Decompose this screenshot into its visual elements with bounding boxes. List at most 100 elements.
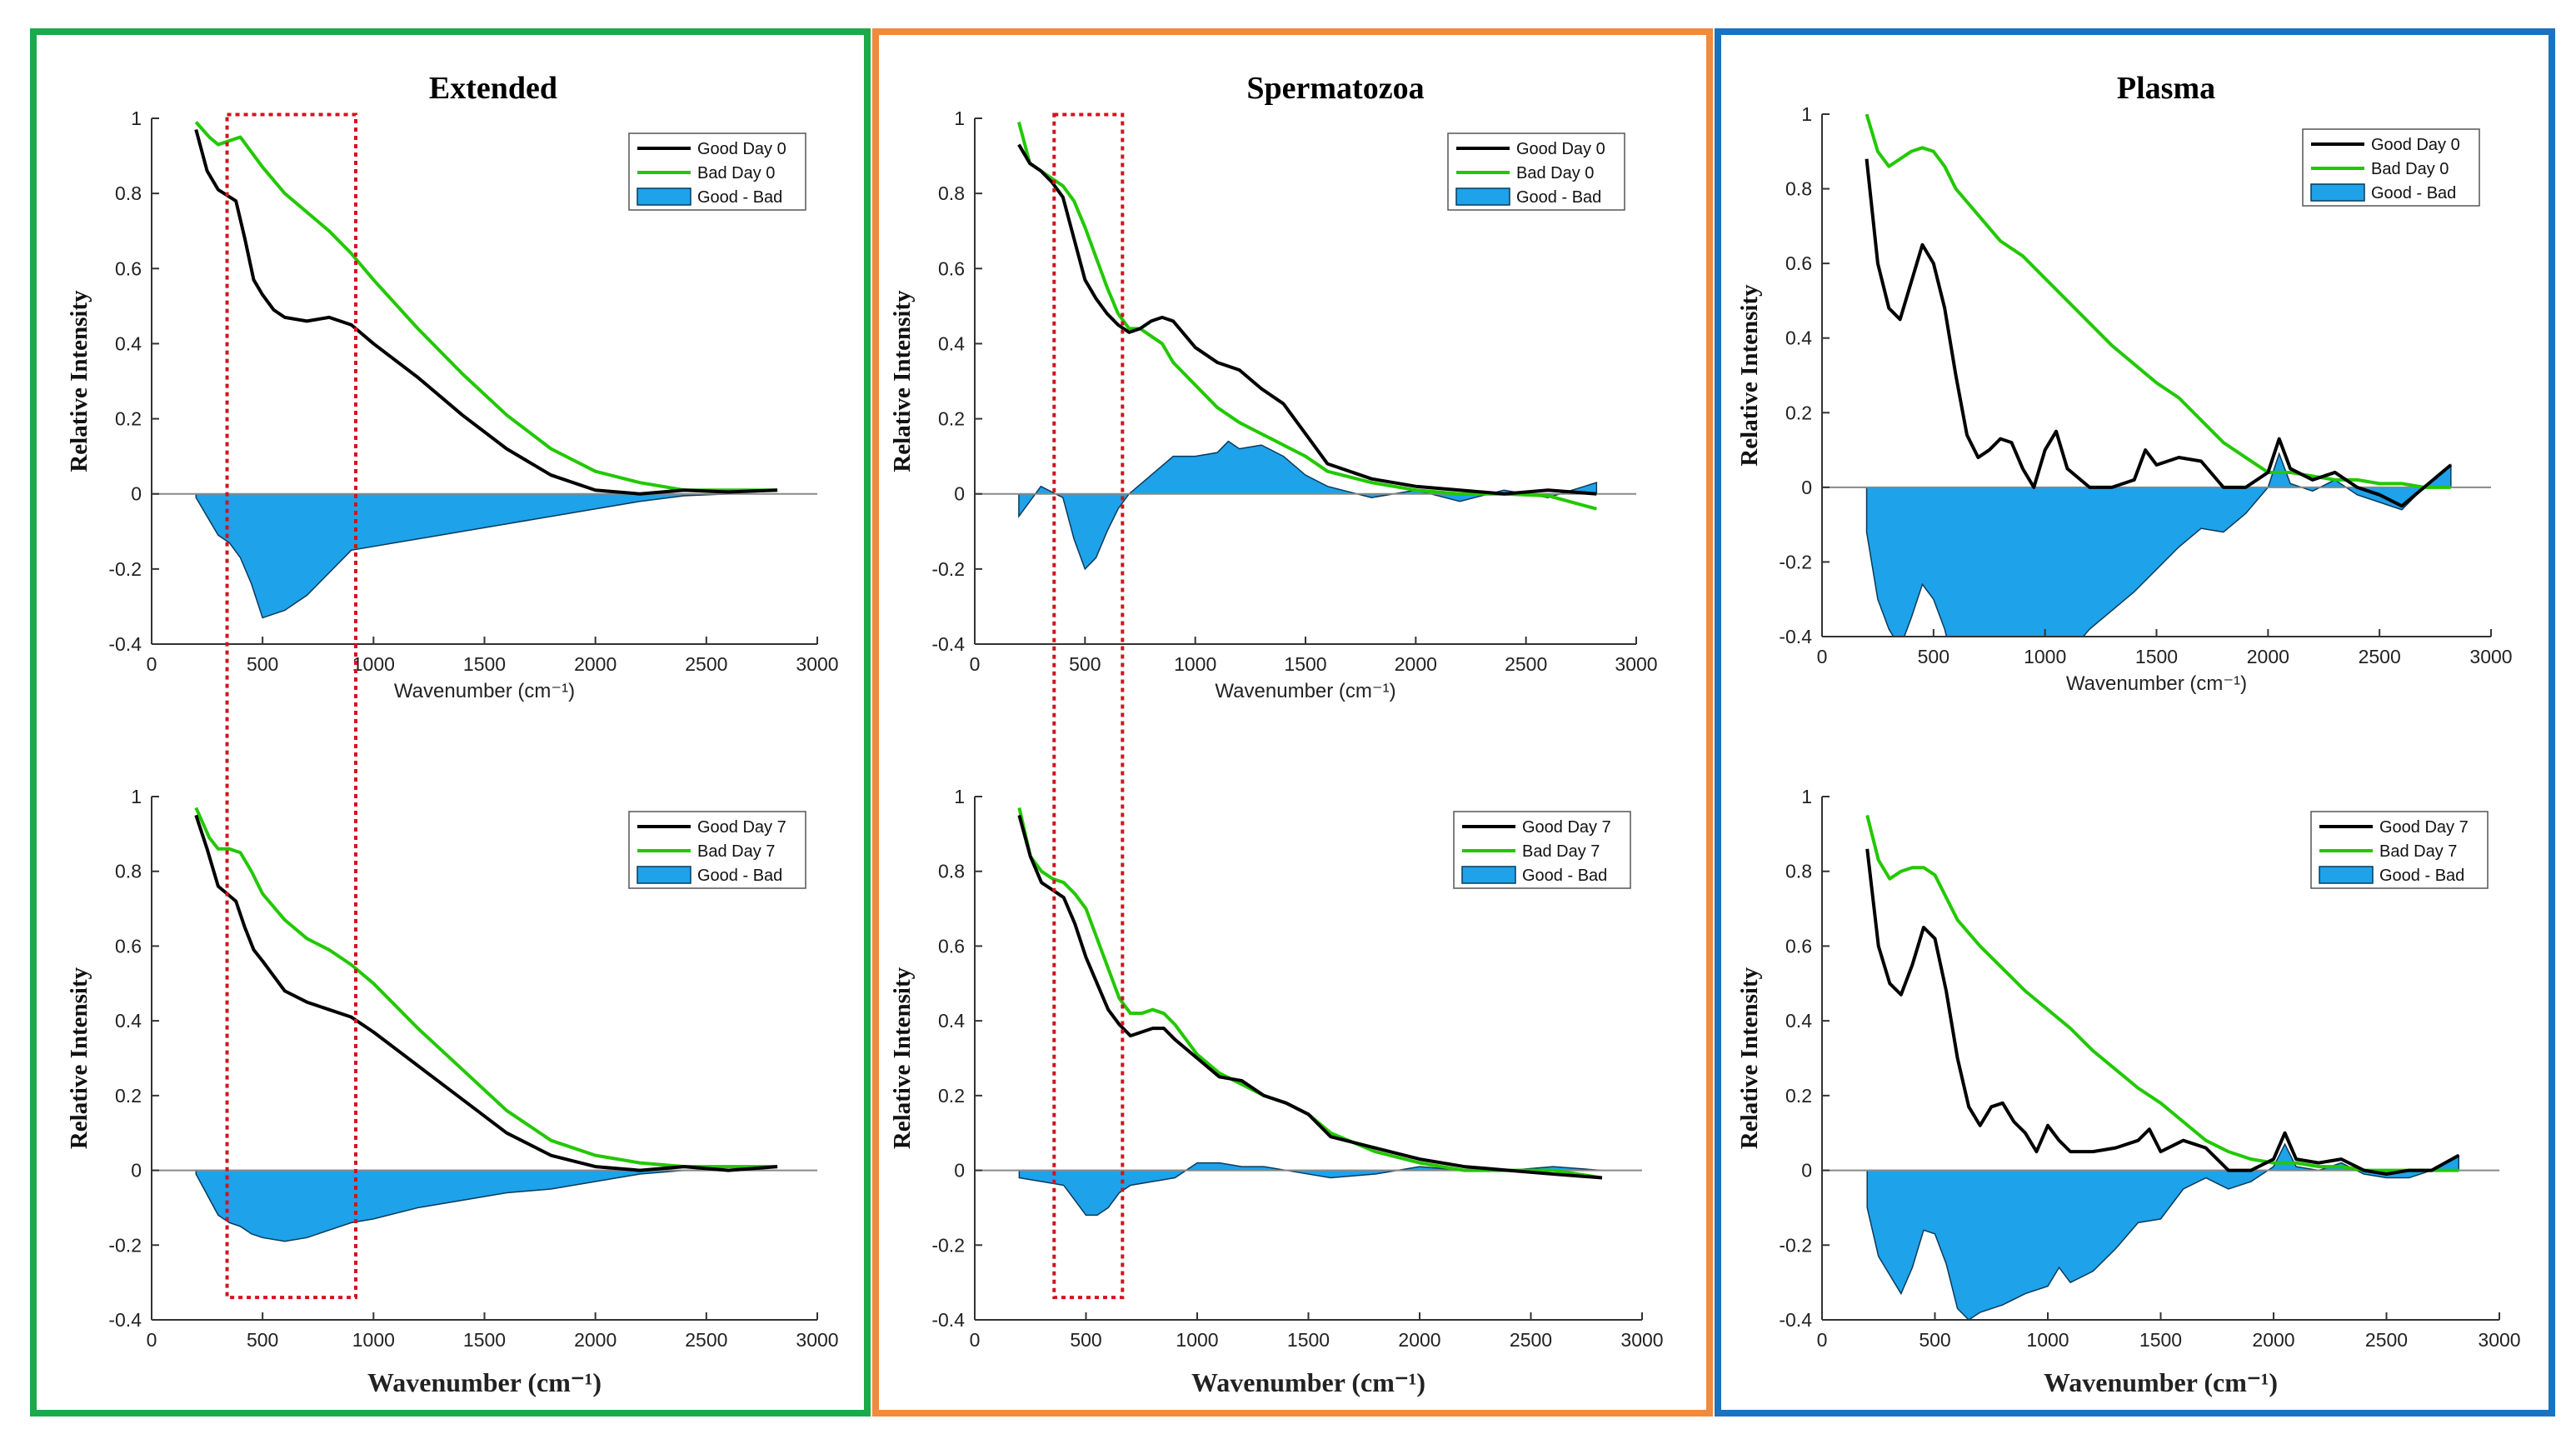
plasma-day0-y-tick-label: -0.4 [1779, 626, 1812, 647]
spermatozoa-day0-x-tick-label: 1500 [1284, 653, 1326, 675]
spermatozoa-day7-x-tick-label: 2500 [1510, 1329, 1552, 1351]
extended-day7-x-tick-label: 1500 [463, 1329, 506, 1351]
plasma-day0-legend-swatch [2310, 183, 2365, 202]
extended-day0-x-tick-label: 2500 [685, 653, 727, 675]
spermatozoa-day0-y-tick-label: 0.4 [938, 332, 965, 354]
plasma-day7-x-tick-label: 0 [1817, 1329, 1828, 1351]
spermatozoa-day7-y-axis-label: Relative Intensity [889, 967, 916, 1149]
spermatozoa-day7-y-tick-label: 1 [954, 786, 965, 807]
extended-day0-y-tick-label: -0.4 [108, 633, 142, 655]
extended-day7-series-bad [194, 807, 778, 1169]
plasma-day0-y-tick-label: -0.2 [1779, 551, 1812, 572]
plasma-day7-y-tick-label: 0.2 [1785, 1085, 1812, 1107]
spermatozoa-day7-series-good [1017, 814, 1603, 1180]
plasma-day0-x-tick-label: 2000 [2247, 646, 2289, 667]
extended-day0-x-tick-label: 1500 [463, 653, 506, 675]
extended-day7-legend-entry: Good - Bad [697, 867, 782, 885]
spermatozoa-day0-legend-entry: Bad Day 0 [1516, 164, 1594, 182]
charts-layer: 0 500 1000 1500 2000 2500 3000-0.4-0.200.20.40… [66, 103, 2521, 1397]
plasma-day7-x-axis-label: Wavenumber (cm⁻¹) [2044, 1367, 2278, 1397]
extended-day7-series-good [194, 814, 778, 1172]
extended-day7-y-tick-label: 0.8 [115, 861, 142, 882]
spermatozoa-day0-y-tick-label: 0.2 [938, 408, 965, 430]
spermatozoa-day0-x-tick-label: 1000 [1174, 653, 1216, 675]
extended-day0-series-good-minus-bad [195, 492, 778, 619]
extended-day7-y-tick-label: 0.6 [115, 935, 142, 957]
plasma-day7-y-axis-label: Relative Intensity [1736, 967, 1763, 1149]
extended-day0-series-good [194, 129, 778, 496]
extended-day0-legend-entry: Good - Bad [697, 188, 782, 207]
extended-day0-y-tick-label: -0.2 [108, 558, 142, 580]
extended-day0-y-tick-label: 0.6 [115, 257, 142, 279]
extended-day0-x-tick-label: 3000 [796, 653, 838, 675]
extended-day7-x-axis-label: Wavenumber (cm⁻¹) [367, 1367, 602, 1397]
spermatozoa-day7-x-tick-label: 1500 [1287, 1329, 1330, 1351]
plasma-day7-x-tick-label: 500 [1919, 1329, 1950, 1351]
spermatozoa-day0-x-tick-label: 3000 [1615, 653, 1657, 675]
plasma-day7-series-good [1865, 848, 2460, 1177]
spermatozoa-day7-x-tick-label: 0 [970, 1329, 981, 1351]
spermatozoa-day0-y-axis-label: Relative Intensity [889, 290, 916, 472]
spermatozoa-day0-x-axis-label: Wavenumber (cm⁻¹) [1215, 680, 1395, 702]
plasma-day7-series-bad [1865, 814, 2459, 1172]
plasma-day0-x-axis-label: Wavenumber (cm⁻¹) [2066, 672, 2247, 695]
plasma-day0-y-tick-label: 0.2 [1785, 402, 1812, 423]
spermatozoa-day7-legend-swatch [1461, 866, 1516, 884]
spermatozoa-panel-title: Spermatozoa [1246, 71, 1424, 106]
spermatozoa-day7-y-tick-label: 0.4 [938, 1010, 965, 1032]
plasma-day7-y-tick-label: -0.2 [1779, 1234, 1812, 1256]
spermatozoa-day0-legend-swatch [1455, 187, 1510, 206]
spermatozoa-day0-y-tick-label: 0.8 [938, 182, 965, 204]
spermatozoa-day0-x-tick-label: 0 [970, 653, 981, 675]
extended-panel-frame [30, 28, 871, 1417]
extended-day0-x-tick-label: 0 [147, 653, 157, 675]
plasma-day0-x-tick-label: 0 [1817, 646, 1828, 667]
spermatozoa-day7-legend-entry: Bad Day 7 [1522, 842, 1600, 861]
extended-day0-y-tick-label: 0.8 [115, 182, 142, 204]
extended-day0-x-tick-label: 500 [247, 653, 278, 675]
plasma-panel-frame [1715, 28, 2555, 1417]
plasma-day0-series-good [1865, 158, 2453, 508]
plasma-day0-x-tick-label: 1500 [2135, 646, 2178, 667]
extended-day7-y-tick-label: 0.2 [115, 1085, 142, 1107]
plasma-day0-y-tick-label: 0 [1801, 477, 1812, 498]
plasma-day7-y-tick-label: 1 [1801, 786, 1812, 807]
spermatozoa-day7-x-axis-label: Wavenumber (cm⁻¹) [1191, 1367, 1425, 1397]
spermatozoa-day7-chart: 0 500 1000 1500 2000 2500 3000 -0.4 -0.2 0 0.2 0.4 0… [889, 786, 1664, 1397]
extended-day0-y-tick-label: 1 [131, 107, 142, 129]
extended-day0-x-tick-label: 2000 [574, 653, 617, 675]
spermatozoa-day7-x-tick-label: 500 [1070, 1329, 1101, 1351]
plasma-day0-chart: 0 500 1000 1500 2000 2500 3000 -0.4 -0.2 0 0.2 0.4 0… [1736, 103, 2513, 695]
extended-panel-title: Extended [429, 71, 557, 106]
spermatozoa-day0-series-good-minus-bad [1018, 440, 1598, 571]
extended-day0-x-tick-label: 1000 [352, 653, 395, 675]
extended-day7-series-good-minus-bad [195, 1169, 778, 1242]
extended-day7-x-tick-label: 2500 [685, 1329, 727, 1351]
plasma-day7-y-tick-label: 0 [1801, 1160, 1812, 1182]
spermatozoa-day7-y-tick-label: -0.2 [931, 1234, 965, 1256]
plasma-day0-legend-entry: Good - Bad [2371, 184, 2456, 202]
spermatozoa-day0-legend-entry: Good Day 0 [1516, 140, 1605, 158]
spermatozoa-day0-legend-entry: Good - Bad [1516, 188, 1601, 207]
plasma-day0-y-tick-label: 0.4 [1785, 327, 1812, 349]
plasma-day0-legend-entry: Good Day 0 [2371, 136, 2460, 154]
plasma-day7-y-tick-label: 0.8 [1785, 861, 1812, 882]
extended-day7-y-tick-label: 1 [131, 786, 142, 807]
plasma-day0-x-tick-label: 1000 [2024, 646, 2066, 667]
spermatozoa-day7-y-tick-label: -0.4 [931, 1309, 965, 1331]
extended-day0-series-bad [194, 121, 778, 492]
extended-day7-y-tick-label: 0 [131, 1160, 142, 1182]
plasma-day7-legend-entry: Good Day 7 [2379, 818, 2469, 837]
extended-day7-legend-entry: Bad Day 7 [697, 842, 775, 861]
extended-day0-x-axis-label: Wavenumber (cm⁻¹) [394, 680, 575, 702]
extended-day7-x-tick-label: 500 [247, 1329, 278, 1351]
spermatozoa-day0-y-tick-label: -0.4 [931, 633, 965, 655]
spermatozoa-day0-y-tick-label: 0.6 [938, 257, 965, 279]
plasma-day7-x-tick-label: 3000 [2478, 1329, 2520, 1351]
extended-day0-chart: 0 500 1000 1500 2000 2500 3000 -0.4 -0.2 0 0.2 0.4 0… [66, 107, 839, 702]
plasma-day7-x-tick-label: 2000 [2252, 1329, 2294, 1351]
extended-day7-y-tick-label: -0.2 [108, 1234, 142, 1256]
highlight-boxes-layer [225, 112, 1125, 1300]
plasma-day7-series-good-minus-bad [1866, 1142, 2459, 1320]
extended-day0-y-tick-label: 0 [131, 483, 142, 505]
